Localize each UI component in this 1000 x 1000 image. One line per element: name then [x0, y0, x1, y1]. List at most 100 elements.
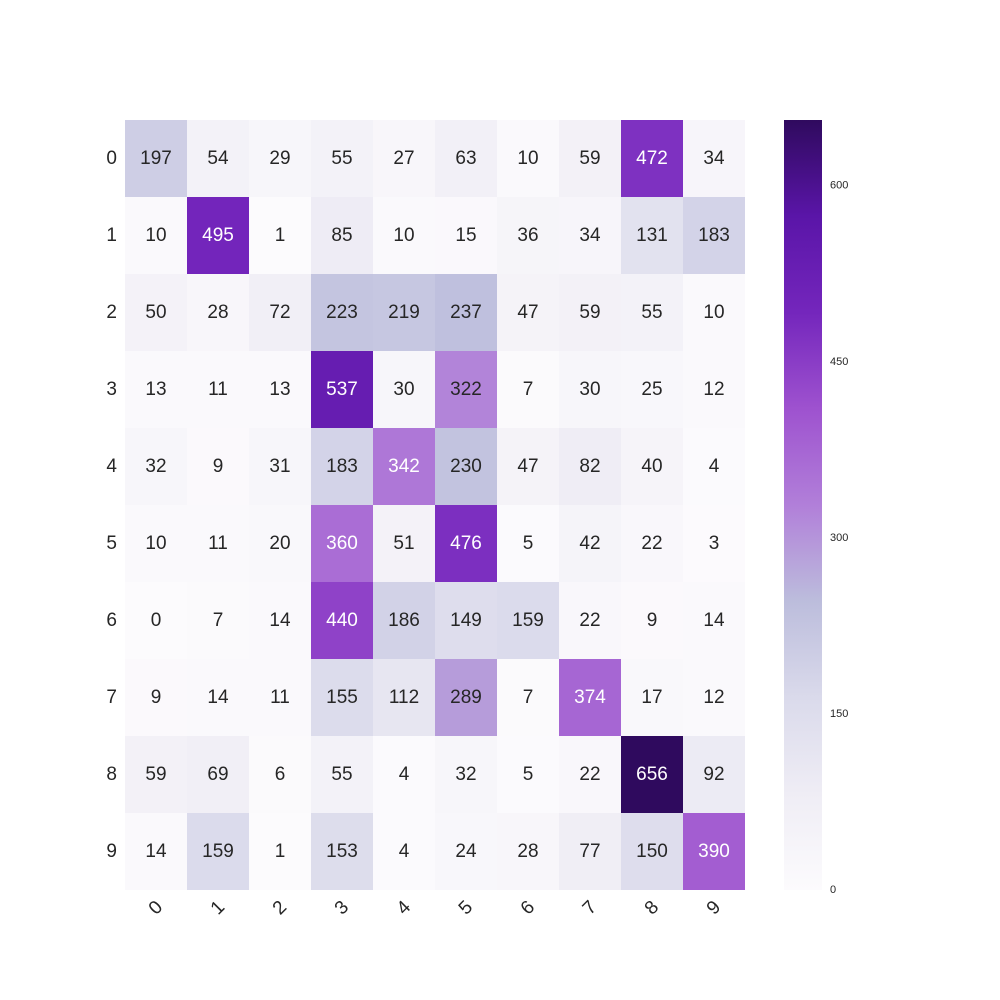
row-tick-label: 0 [106, 148, 117, 169]
heatmap-cell [497, 582, 559, 659]
heatmap-cell [559, 120, 621, 197]
heatmap-cell-value: 55 [331, 764, 352, 785]
row-tick-label: 9 [106, 841, 117, 862]
heatmap-cell [435, 813, 497, 890]
heatmap-cell-value: 72 [269, 302, 290, 323]
heatmap-cell-value: 237 [450, 302, 482, 323]
heatmap-cell-value: 10 [703, 302, 724, 323]
heatmap-cell-value: 5 [523, 764, 534, 785]
heatmap-cell [125, 351, 187, 428]
heatmap-cell [621, 351, 683, 428]
heatmap-cell [373, 274, 435, 351]
heatmap-cell [559, 197, 621, 274]
heatmap-cell-value: 32 [455, 764, 476, 785]
heatmap-cell [373, 659, 435, 736]
heatmap-cell [373, 120, 435, 197]
heatmap-cell [311, 659, 373, 736]
heatmap-cell-value: 183 [326, 456, 358, 477]
heatmap-cell [125, 505, 187, 582]
heatmap-cell [683, 197, 745, 274]
heatmap-cell-value: 4 [399, 841, 410, 862]
heatmap-cell [683, 505, 745, 582]
heatmap-cell [621, 659, 683, 736]
heatmap-cell-value: 77 [579, 841, 600, 862]
heatmap-cell [621, 582, 683, 659]
heatmap-cell-value: 15 [455, 225, 476, 246]
heatmap-cell-value: 25 [641, 379, 662, 400]
heatmap-cell-value: 0 [151, 610, 162, 631]
heatmap-cell [559, 813, 621, 890]
heatmap-cell [249, 428, 311, 505]
heatmap-cell [621, 274, 683, 351]
heatmap-cell [621, 428, 683, 505]
heatmap-cell-value: 131 [636, 225, 668, 246]
heatmap-cell [187, 197, 249, 274]
heatmap-cell-value: 13 [145, 379, 166, 400]
heatmap-cell [249, 736, 311, 813]
heatmap-cell [125, 736, 187, 813]
heatmap-cell [559, 505, 621, 582]
heatmap-cell [559, 659, 621, 736]
heatmap-cell-value: 30 [579, 379, 600, 400]
heatmap-cell [311, 351, 373, 428]
colorbar-gradient [784, 120, 822, 890]
heatmap-cell-value: 7 [213, 610, 224, 631]
heatmap-cell [373, 736, 435, 813]
column-tick-label: 6 [517, 897, 539, 919]
heatmap-cell [311, 813, 373, 890]
heatmap-cell-value: 69 [207, 764, 228, 785]
heatmap-cell [435, 505, 497, 582]
heatmap-cell [373, 197, 435, 274]
heatmap-cell-value: 85 [331, 225, 352, 246]
heatmap-cell-value: 11 [208, 533, 228, 554]
colorbar-tick-label: 300 [830, 532, 848, 544]
heatmap-cell [249, 659, 311, 736]
heatmap-cell-value: 22 [579, 764, 600, 785]
colorbar-tick-labels: 0 150 300 450 600 [830, 180, 848, 896]
heatmap-cell [559, 736, 621, 813]
heatmap-cell [497, 274, 559, 351]
heatmap-cell-value: 24 [455, 841, 477, 862]
row-tick-label: 3 [106, 379, 117, 400]
heatmap-cell-value: 47 [517, 456, 538, 477]
row-tick-labels: 0 1 2 3 4 5 6 7 8 9 [106, 148, 117, 862]
heatmap-cell [621, 120, 683, 197]
heatmap-cell-value: 342 [388, 456, 420, 477]
heatmap-cell [683, 274, 745, 351]
heatmap-cell [187, 505, 249, 582]
heatmap-cell [435, 659, 497, 736]
heatmap-cell-value: 1 [275, 225, 286, 246]
row-tick-label: 6 [106, 610, 117, 631]
heatmap-cell-value: 14 [269, 610, 291, 631]
heatmap-cell [187, 813, 249, 890]
colorbar-tick-label: 0 [830, 884, 836, 896]
heatmap-cell-value: 32 [145, 456, 166, 477]
heatmap-cell [683, 120, 745, 197]
heatmap-cell-value: 223 [326, 302, 358, 323]
heatmap-cell [435, 582, 497, 659]
heatmap-cell [621, 813, 683, 890]
heatmap-cell [311, 120, 373, 197]
heatmap-cell [435, 120, 497, 197]
heatmap-cell-value: 50 [145, 302, 166, 323]
colorbar: 0 150 300 450 600 [784, 120, 848, 896]
column-tick-label: 9 [703, 897, 725, 919]
heatmap-cell [187, 274, 249, 351]
heatmap-cell-value: 3 [709, 533, 720, 554]
column-tick-label: 2 [269, 897, 291, 919]
heatmap-cell [497, 120, 559, 197]
heatmap-cell-value: 6 [275, 764, 286, 785]
heatmap-cell [187, 428, 249, 505]
heatmap-cell-value: 55 [641, 302, 662, 323]
heatmap-cell-value: 186 [388, 610, 420, 631]
heatmap-cell-value: 54 [207, 148, 229, 169]
heatmap-cell-value: 12 [703, 379, 724, 400]
column-tick-label: 4 [393, 897, 416, 920]
heatmap-cell-value: 183 [698, 225, 730, 246]
heatmap-cell-value: 17 [641, 687, 662, 708]
heatmap-cell-value: 7 [523, 687, 534, 708]
heatmap-cell-value: 59 [145, 764, 166, 785]
heatmap-cell [187, 736, 249, 813]
heatmap-cell [249, 274, 311, 351]
column-tick-labels: 0 1 2 3 4 5 6 7 8 9 [145, 897, 725, 920]
